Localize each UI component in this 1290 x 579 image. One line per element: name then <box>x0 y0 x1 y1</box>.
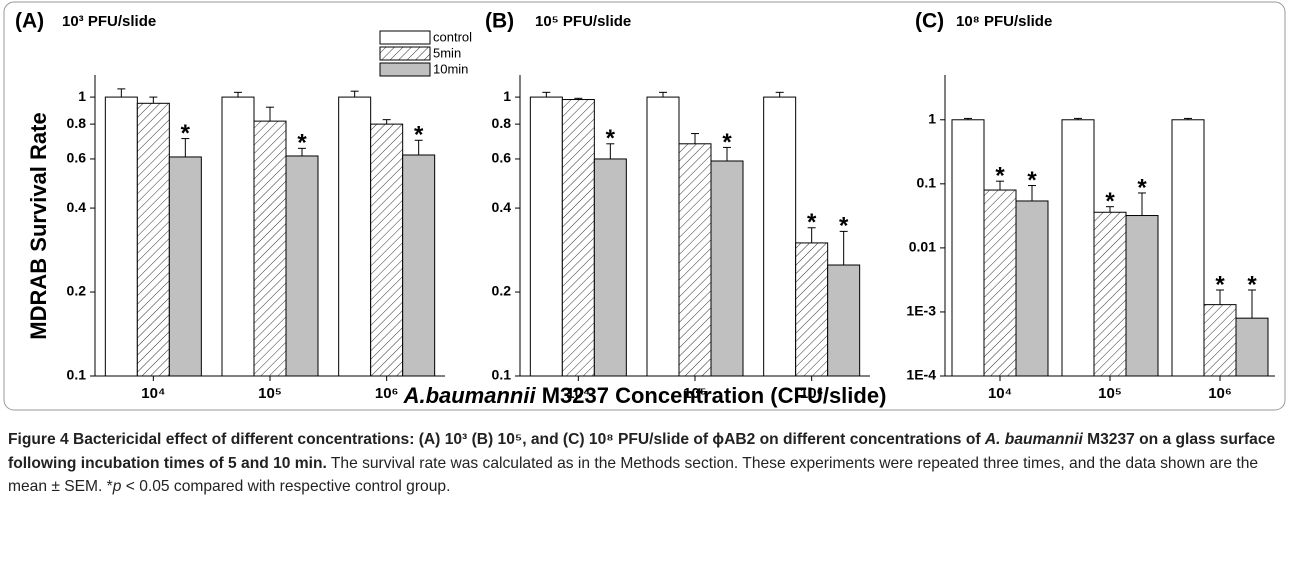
significance-label: * <box>995 163 1005 190</box>
bar <box>1235 317 1269 377</box>
y-tick-label: 0.01 <box>909 239 936 255</box>
bar <box>529 96 563 377</box>
y-tick-label: 0.1 <box>67 367 87 383</box>
bar <box>795 242 829 377</box>
bar <box>593 158 627 377</box>
bar <box>1171 119 1205 377</box>
y-tick-label: 1E-3 <box>906 303 936 319</box>
caption-part: The survival rate was calculated as in t… <box>8 454 1259 496</box>
significance-label: * <box>414 122 424 149</box>
significance-label: * <box>1215 271 1225 298</box>
caption: Figure 4 Bactericidal effect of differen… <box>8 428 1280 499</box>
significance-label: * <box>1137 174 1147 201</box>
legend-swatch <box>379 30 431 45</box>
bar <box>168 156 202 377</box>
y-axis-label: MDRAB Survival Rate <box>26 112 51 339</box>
y-tick-label: 0.2 <box>67 283 87 299</box>
figure: MDRAB Survival Rate A.baumannii M3237 Co… <box>3 1 1286 411</box>
significance-label: * <box>1247 271 1257 298</box>
y-tick-label: 1 <box>928 110 936 126</box>
bar <box>561 99 595 377</box>
figure-border <box>3 1 1286 411</box>
x-tick-label: 10⁴ <box>566 385 590 402</box>
y-tick-label: 0.2 <box>492 283 512 299</box>
significance-label: * <box>297 130 307 157</box>
significance-label: * <box>1027 167 1037 194</box>
bar <box>1015 200 1049 377</box>
x-axis-label-rest: M3237 Concentration (CFU/slide) <box>536 383 887 408</box>
bar <box>1125 215 1159 377</box>
bar <box>370 123 404 377</box>
panel-label: (C) <box>915 10 944 33</box>
y-tick-label: 1 <box>78 88 86 104</box>
x-axis-label-italic: A.baumannii <box>403 383 537 408</box>
bar <box>646 96 680 377</box>
bar <box>763 96 797 377</box>
bar <box>1061 119 1095 377</box>
legend-swatch <box>379 62 431 77</box>
x-axis-label: A.baumannii M3237 Concentration (CFU/sli… <box>403 383 887 408</box>
x-tick-label: 10⁵ <box>683 385 707 402</box>
y-tick-label: 0.1 <box>917 175 937 191</box>
y-tick-label: 0.6 <box>492 150 512 166</box>
bar <box>710 160 744 377</box>
panel-title: 10⁵ PFU/slide <box>535 13 631 30</box>
bar <box>253 120 287 377</box>
legend-label: control <box>433 29 472 44</box>
x-tick-label: 10⁶ <box>800 385 824 402</box>
bar <box>678 143 712 377</box>
bar <box>221 96 255 377</box>
bar <box>983 189 1017 377</box>
significance-label: * <box>181 120 191 147</box>
caption-part: M3237 on a glass surface following incub… <box>8 431 1276 472</box>
bar <box>136 102 170 377</box>
caption-part: p <box>112 478 122 495</box>
panel-title: 10³ PFU/slide <box>62 13 156 30</box>
legend-swatch <box>379 46 431 61</box>
significance-label: * <box>1105 188 1115 215</box>
y-tick-label: 0.4 <box>492 199 512 215</box>
bar <box>104 96 138 377</box>
bar <box>1203 304 1237 377</box>
bar <box>402 154 436 377</box>
bar <box>285 155 319 377</box>
y-tick-label: 0.8 <box>492 115 512 131</box>
caption-part: Figure 4 Bactericidal effect of differen… <box>8 431 985 448</box>
x-tick-label: 10⁶ <box>1208 385 1232 402</box>
bar <box>338 96 372 377</box>
y-tick-label: 0.6 <box>67 150 87 166</box>
legend-label: 5min <box>433 45 461 60</box>
significance-label: * <box>807 209 817 236</box>
panel-title: 10⁸ PFU/slide <box>956 13 1052 30</box>
caption-part: < 0.05 compared with respective control … <box>121 478 451 495</box>
bar <box>827 264 861 377</box>
y-tick-label: 0.1 <box>492 367 512 383</box>
y-tick-label: 0.8 <box>67 115 87 131</box>
significance-label: * <box>722 129 732 156</box>
legend-label: 10min <box>433 61 468 76</box>
x-tick-label: 10⁴ <box>141 385 165 402</box>
significance-label: * <box>839 213 849 240</box>
x-tick-label: 10⁵ <box>258 385 282 402</box>
panel-label: (A) <box>15 10 44 33</box>
significance-label: * <box>606 125 616 152</box>
y-tick-label: 1 <box>503 88 511 104</box>
bar <box>1093 211 1127 377</box>
x-tick-label: 10⁶ <box>375 385 399 402</box>
x-tick-label: 10⁴ <box>988 385 1012 402</box>
caption-part: A. baumannii <box>984 431 1083 448</box>
panel-label: (B) <box>485 10 514 33</box>
bar <box>951 119 985 377</box>
x-tick-label: 10⁵ <box>1098 385 1122 402</box>
y-tick-label: 0.4 <box>67 199 87 215</box>
y-tick-label: 1E-4 <box>906 367 936 383</box>
